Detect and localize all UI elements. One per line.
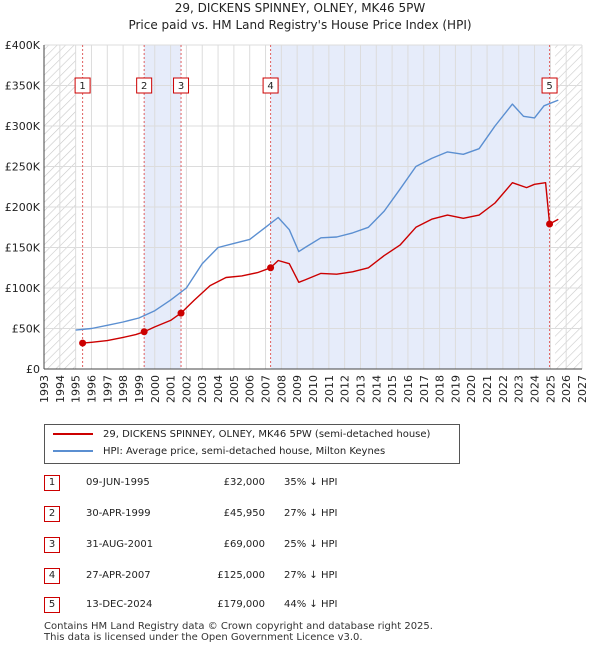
x-tick-label: 2007 [260,375,273,403]
sale-label-box [541,77,558,94]
sale-point [546,220,554,228]
x-tick-label: 2005 [228,375,241,403]
sale-label: 3 [178,81,184,92]
x-tick-label: 2002 [180,375,193,403]
x-tick-label: 2006 [244,375,257,403]
x-tick-label: 1997 [101,375,114,403]
x-tick-label: 2020 [465,375,478,403]
transaction-number: 1 [44,475,60,491]
x-tick-label: 2010 [307,375,320,403]
y-tick-label: £100K [5,282,41,295]
hpi-line [75,99,559,331]
transaction-number: 3 [44,537,60,553]
legend-item-hpi: HPI: Average price, semi-detached house,… [53,444,385,460]
sale-label-box [262,77,279,94]
legend-label-property: 29, DICKENS SPINNEY, OLNEY, MK46 5PW (se… [103,429,431,440]
x-tick-label: 1996 [85,375,98,403]
x-tick-label: 2025 [544,375,557,403]
x-tick-label: 2012 [339,375,352,403]
sale-label: 2 [141,81,147,92]
sale-label-box [173,77,190,94]
x-tick-label: 2027 [576,375,589,403]
footer-copyright: Contains HM Land Registry data © Crown c… [44,621,433,632]
x-tick-label: 2018 [434,375,447,403]
x-tick-label: 2022 [497,375,510,403]
x-tick-label: 2009 [291,375,304,403]
sale-point [267,264,275,272]
y-tick-label: £200K [5,201,41,214]
x-tick-label: 2003 [196,375,209,403]
x-tick-label: 2013 [354,375,367,403]
transaction-hpi-diff: 44% ↓ HPI [284,599,338,610]
sale-label: 1 [79,81,85,92]
x-tick-label: 1993 [38,375,51,403]
x-tick-label: 1994 [54,375,67,403]
legend-swatch-property [53,433,93,435]
y-tick-label: £250K [5,161,41,174]
x-tick-label: 2014 [370,375,383,403]
chart-subtitle: Price paid vs. HM Land Registry's House … [128,18,472,32]
sale-point [140,328,148,336]
sale-point [79,339,87,347]
legend-label-hpi: HPI: Average price, semi-detached house,… [103,446,386,457]
y-tick-label: £50K [12,323,41,336]
x-tick-label: 2015 [386,375,399,403]
price-chart: £0 £50K £100K £150K £200K £250K £300K £350K £400… [5,39,589,403]
sale-label: 4 [267,81,273,92]
x-tick-label: 2001 [165,375,178,403]
transaction-number: 4 [44,568,60,584]
transaction-price: £179,000 [217,599,265,610]
transaction-price: £69,000 [223,539,265,550]
legend: 29, DICKENS SPINNEY, OLNEY, MK46 5PW (se… [44,424,460,464]
y-tick-label: £150K [5,242,41,255]
x-tick-label: 1995 [70,375,83,403]
sale-label: 5 [546,81,552,92]
y-tick-label: £300K [5,120,41,133]
x-tick-label: 2004 [212,375,225,403]
x-tick-label: 2023 [513,375,526,403]
property-price-line [82,182,559,344]
x-tick-label: 2017 [418,375,431,403]
y-tick-label: £350K [5,80,41,93]
transaction-price: £45,950 [223,508,265,519]
sale-point [177,309,185,317]
x-tick-label: 2019 [449,375,462,403]
transaction-date: 30-APR-1999 [86,508,151,519]
sale-label-box [74,77,91,94]
transaction-number: 5 [44,597,60,613]
transaction-hpi-diff: 25% ↓ HPI [284,539,338,550]
x-tick-label: 2021 [481,375,494,403]
x-tick-label: 2008 [275,375,288,403]
x-tick-label: 1998 [117,375,130,403]
sale-label-box [136,77,153,94]
legend-swatch-hpi [53,450,93,452]
x-tick-label: 2011 [323,375,336,403]
transaction-date: 13-DEC-2024 [86,599,153,610]
x-tick-label: 1999 [133,375,146,403]
transaction-hpi-diff: 27% ↓ HPI [284,508,338,519]
x-tick-label: 2000 [149,375,162,403]
transaction-date: 27-APR-2007 [86,570,151,581]
transaction-hpi-diff: 35% ↓ HPI [284,477,338,488]
x-tick-label: 2026 [560,375,573,403]
transaction-price: £125,000 [217,570,265,581]
chart-title: 29, DICKENS SPINNEY, OLNEY, MK46 5PW [174,1,426,15]
transaction-number: 2 [44,506,60,522]
footer-licence: This data is licensed under the Open Gov… [44,632,363,643]
legend-item-property: 29, DICKENS SPINNEY, OLNEY, MK46 5PW (se… [53,427,430,443]
x-tick-label: 2016 [402,375,415,403]
transaction-date: 09-JUN-1995 [86,477,150,488]
y-tick-label: £400K [5,39,41,52]
x-tick-label: 2024 [529,375,542,403]
transaction-hpi-diff: 27% ↓ HPI [284,570,338,581]
transaction-price: £32,000 [223,477,265,488]
y-tick-label: £0 [26,363,40,376]
transaction-date: 31-AUG-2001 [86,539,154,550]
